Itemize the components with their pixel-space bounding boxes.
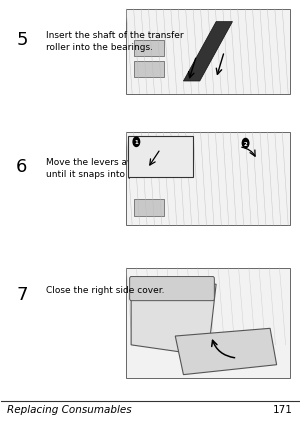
- Bar: [134, 200, 164, 216]
- Text: 7: 7: [16, 285, 28, 303]
- Circle shape: [242, 139, 249, 148]
- Text: Insert the shaft of the transfer
roller into the bearings.: Insert the shaft of the transfer roller …: [46, 31, 184, 52]
- Circle shape: [133, 138, 140, 147]
- Bar: [128, 136, 193, 177]
- Text: 1: 1: [134, 140, 138, 145]
- Text: 2: 2: [244, 141, 248, 146]
- Bar: [126, 10, 290, 95]
- Bar: [134, 41, 164, 56]
- Bar: [126, 268, 290, 378]
- Text: 5: 5: [16, 31, 28, 49]
- Text: 171: 171: [273, 404, 293, 414]
- Polygon shape: [131, 279, 216, 356]
- Bar: [126, 132, 290, 226]
- Polygon shape: [175, 328, 277, 375]
- Polygon shape: [183, 23, 232, 82]
- Bar: [134, 62, 164, 78]
- FancyBboxPatch shape: [130, 277, 214, 301]
- Text: Replacing Consumables: Replacing Consumables: [7, 404, 132, 414]
- Text: Close the right side cover.: Close the right side cover.: [46, 285, 164, 294]
- Text: Move the levers away from you
until it snaps into place.: Move the levers away from you until it s…: [46, 158, 189, 179]
- Text: 6: 6: [16, 158, 28, 176]
